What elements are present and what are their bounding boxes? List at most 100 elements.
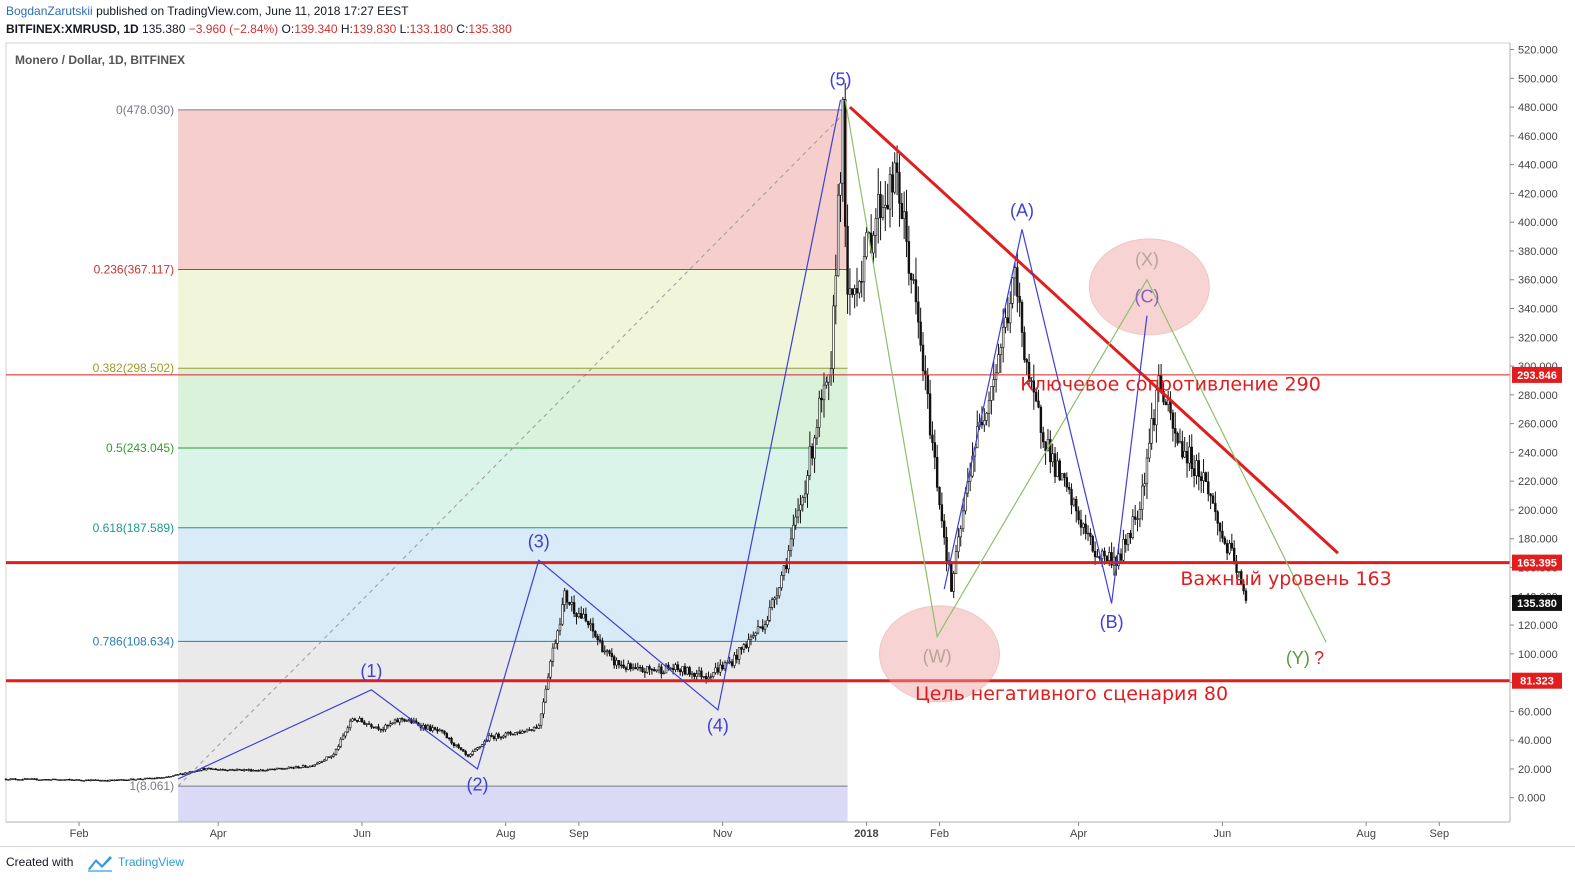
candle-body: [733, 654, 736, 666]
candle: [1032, 364, 1036, 410]
candle-body: [671, 668, 675, 670]
candle-body: [872, 235, 875, 254]
candle-body: [443, 730, 446, 734]
candle: [216, 768, 220, 771]
author-link[interactable]: BogdanZarutskii: [6, 4, 93, 18]
candle-body: [766, 620, 769, 625]
candle-body: [754, 632, 757, 636]
high-value: 139.830: [352, 22, 397, 36]
candle: [396, 717, 399, 723]
price-tick-label: 40.000: [1518, 735, 1552, 747]
candle: [572, 595, 576, 618]
candle: [761, 619, 764, 632]
candle-body: [1136, 518, 1139, 520]
candle-body: [579, 613, 583, 619]
candle-body: [924, 370, 927, 376]
price-chart[interactable]: 0(478.030) 0.236(367.117) 0.382(298.502) 0.…: [0, 0, 1575, 846]
candle: [480, 743, 484, 748]
candle: [372, 726, 375, 729]
candle: [1225, 539, 1229, 561]
candle-body: [992, 379, 995, 387]
candle: [752, 631, 755, 639]
tradingview-brand[interactable]: TradingView: [118, 855, 185, 869]
candle: [384, 723, 387, 732]
candle-body: [862, 256, 866, 283]
candle-body: [282, 768, 286, 770]
candle-body: [1001, 326, 1005, 348]
time-tick-label: Feb: [930, 828, 949, 840]
candle: [462, 748, 465, 752]
candle: [648, 664, 651, 676]
candle: [108, 779, 111, 782]
candle-body: [212, 768, 215, 771]
candle-body: [26, 778, 29, 780]
candle: [768, 600, 771, 623]
candle: [992, 361, 995, 401]
candle: [756, 619, 760, 635]
candle-body: [792, 524, 795, 540]
candle-body: [716, 667, 720, 673]
candle-body: [21, 779, 24, 781]
candle-body: [603, 650, 606, 653]
time-tick-label: Jun: [1214, 828, 1232, 840]
candle: [207, 767, 210, 770]
candle-body: [447, 737, 451, 740]
candle: [75, 779, 78, 781]
candle: [212, 768, 215, 771]
chart-title: Monero / Dollar, 1D, BITFINEX: [15, 53, 185, 67]
candle: [245, 769, 248, 771]
candle: [570, 596, 573, 612]
tradingview-logo-icon[interactable]: [86, 853, 114, 873]
candle: [723, 660, 727, 672]
candle-body: [252, 770, 255, 772]
candle-body: [80, 779, 83, 782]
candle: [440, 729, 444, 734]
candle-body: [803, 493, 807, 498]
candle-body: [933, 442, 937, 458]
candle-body: [631, 667, 635, 670]
candle-body: [1018, 296, 1021, 303]
candle: [174, 774, 177, 776]
candle-body: [980, 421, 984, 426]
highlight-circle-2: [1088, 238, 1210, 336]
candle-body: [341, 735, 345, 740]
candle-body: [697, 670, 701, 675]
candle: [801, 495, 804, 512]
candle-body: [549, 660, 552, 678]
candle: [657, 663, 661, 674]
candle: [28, 778, 31, 780]
candle-body: [513, 732, 517, 735]
candle-body: [704, 676, 708, 680]
candle-body: [450, 737, 453, 744]
candle-body: [688, 667, 691, 675]
wave-label-w: (W): [923, 646, 952, 666]
time-tick-label: Sep: [1429, 828, 1449, 840]
candle-body: [280, 768, 284, 770]
candle: [1178, 428, 1182, 444]
candle-body: [660, 666, 663, 674]
candle-body: [44, 779, 48, 781]
candle-body: [1214, 503, 1217, 513]
candle-body: [502, 735, 505, 738]
candle: [431, 724, 434, 733]
candle-body: [11, 778, 15, 780]
candle: [858, 279, 861, 299]
candle: [240, 769, 243, 771]
candle-body: [787, 550, 790, 570]
candle: [266, 768, 269, 772]
candle: [80, 779, 83, 782]
fib-zone-0-618: [178, 527, 848, 642]
candle: [700, 667, 703, 682]
candle: [393, 718, 397, 725]
price-tick-label: 340.000: [1518, 304, 1558, 316]
candle: [584, 607, 588, 623]
candle: [822, 372, 826, 418]
candle-body: [926, 374, 929, 395]
candle-body: [233, 769, 236, 771]
candle: [1025, 358, 1028, 375]
candle: [1018, 282, 1021, 317]
candle: [1188, 435, 1191, 472]
candle-body: [96, 779, 100, 781]
candle-body: [63, 779, 67, 781]
candle-body: [1195, 460, 1198, 477]
